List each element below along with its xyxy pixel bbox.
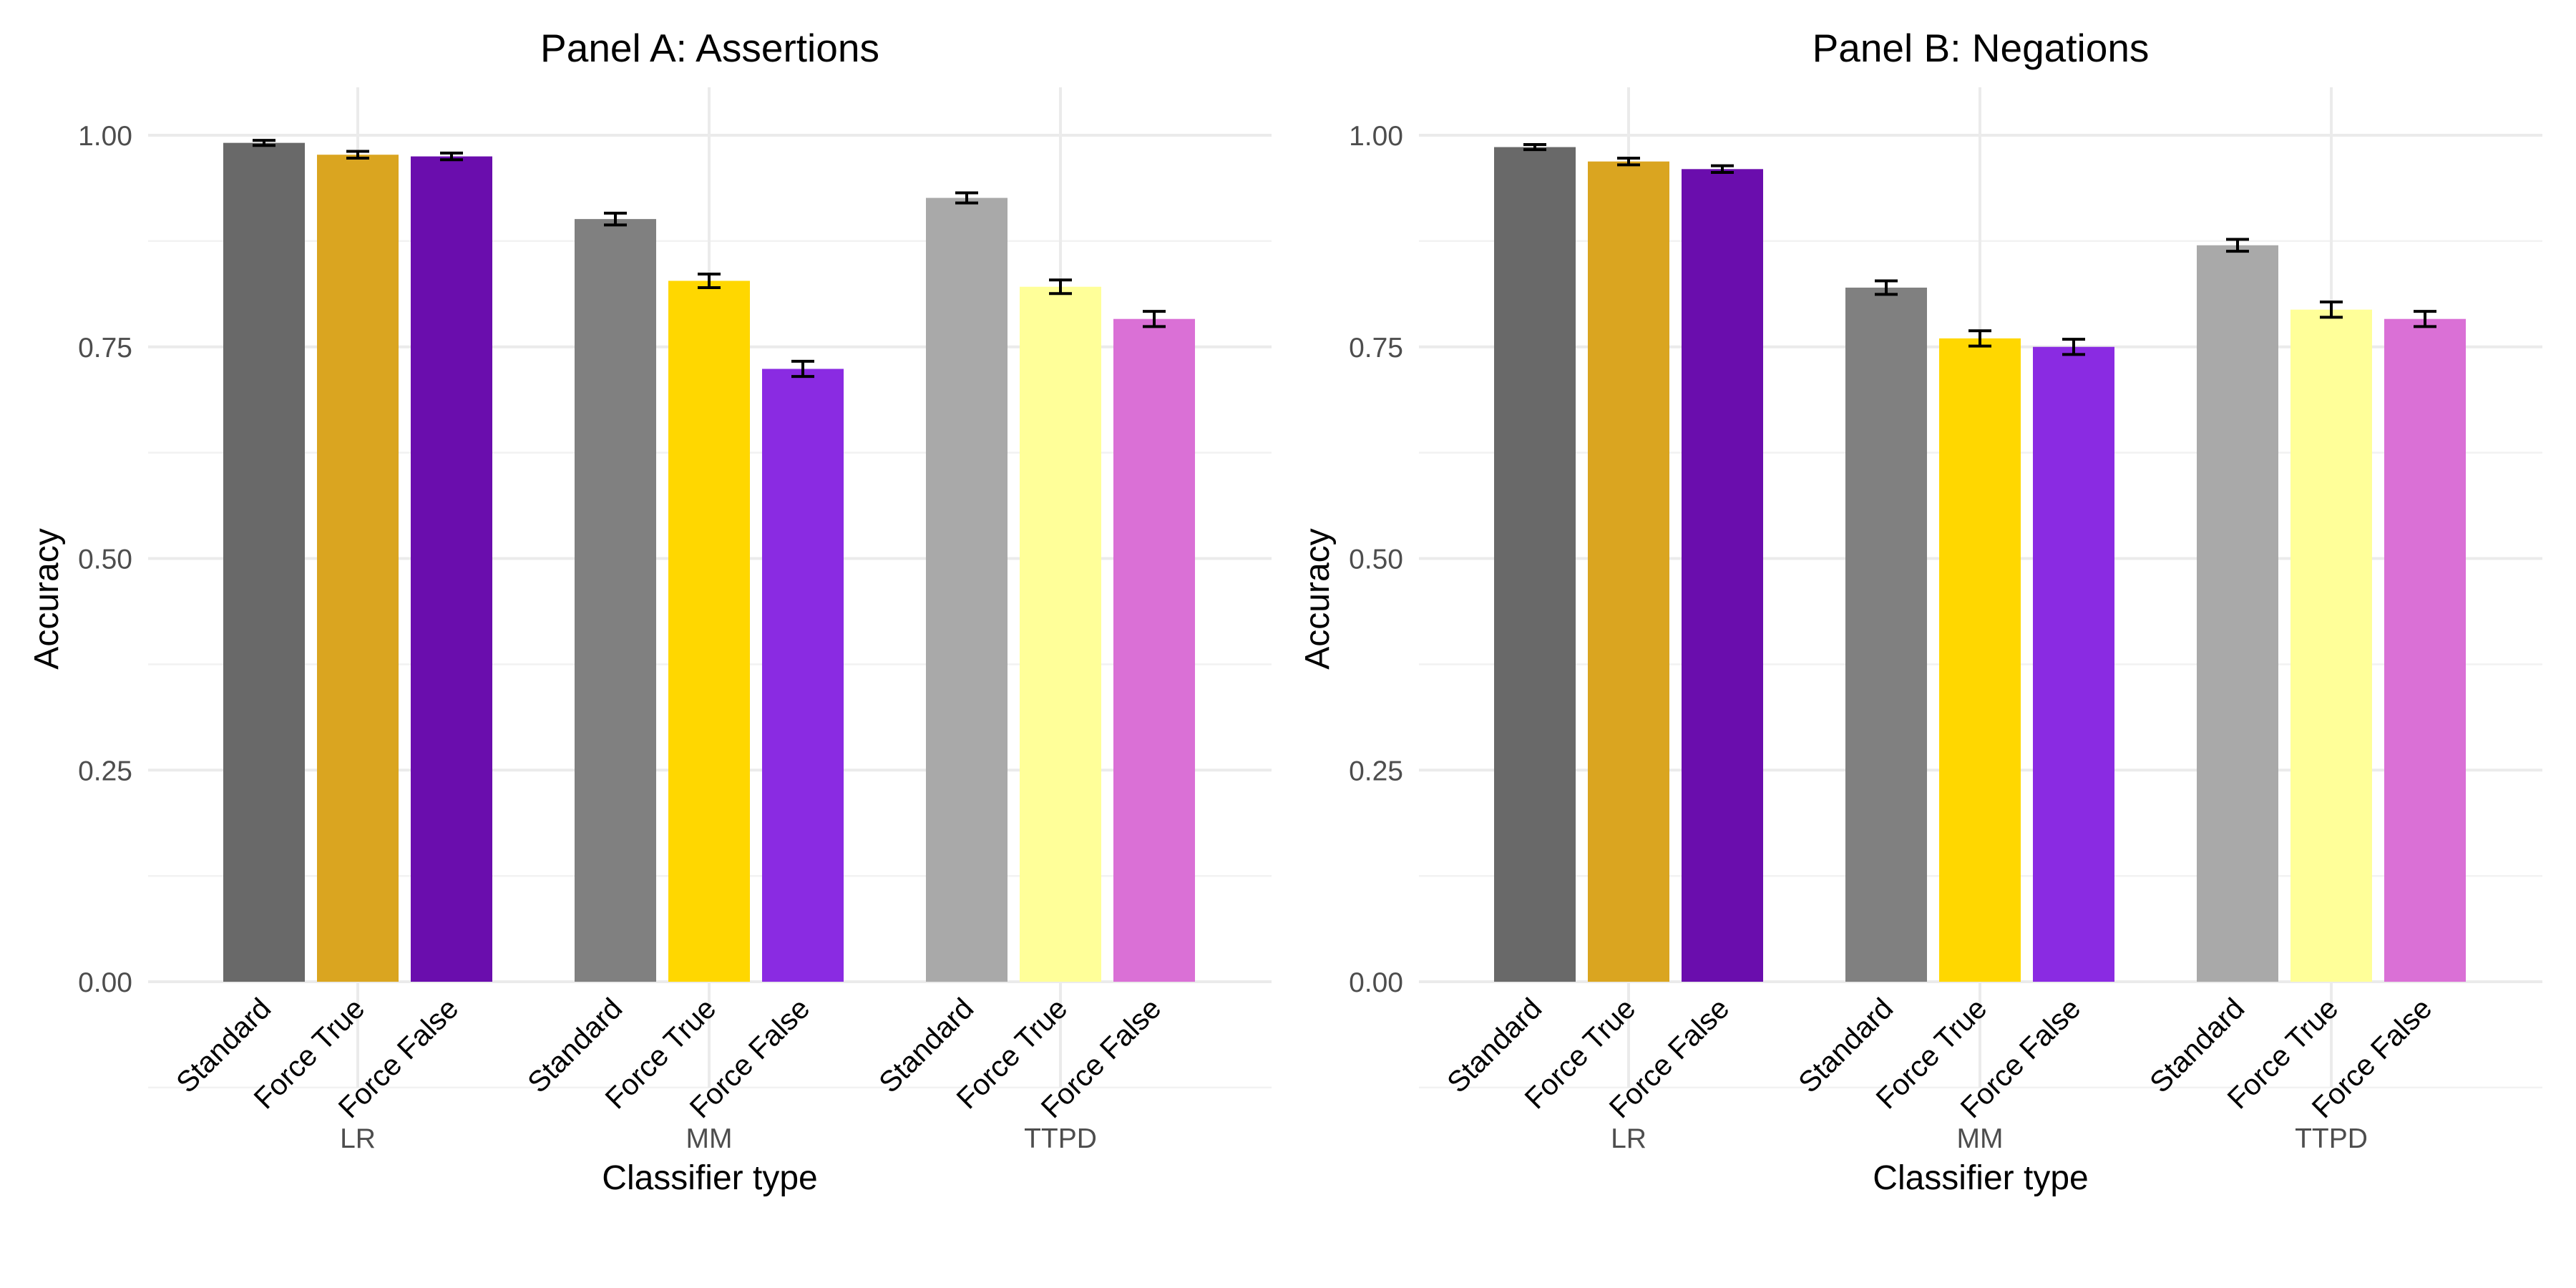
group-label: LR [1611, 1123, 1646, 1154]
bar [223, 142, 305, 982]
chart-title: Panel A: Assertions [540, 26, 879, 70]
group-label: TTPD [1024, 1123, 1097, 1154]
bar [411, 156, 492, 982]
bar [1845, 287, 1927, 982]
error-bar [698, 273, 721, 289]
error-bar [1968, 329, 1991, 348]
error-bar [1711, 164, 1734, 175]
error-bar [2226, 238, 2249, 253]
y-tick-label: 0.25 [1349, 756, 1403, 786]
bar [2384, 318, 2466, 982]
bar [575, 219, 656, 982]
error-bar [955, 191, 978, 205]
group-label: MM [1957, 1123, 2004, 1154]
bar [1494, 147, 1576, 982]
bar [762, 369, 844, 982]
y-tick-label: 0.75 [1349, 333, 1403, 364]
y-tick-label: 1.00 [78, 121, 132, 152]
bar [2033, 346, 2114, 982]
bar [668, 280, 750, 982]
bar [2290, 309, 2372, 982]
y-tick-label: 0.75 [78, 333, 132, 364]
y-tick-label: 0.00 [78, 967, 132, 998]
bar [317, 155, 399, 982]
y-axis-title: Accuracy [28, 528, 66, 669]
bar [1113, 318, 1195, 982]
error-bar [1049, 278, 1072, 296]
y-tick-label: 0.50 [78, 545, 132, 575]
bar [926, 197, 1008, 982]
error-bar [253, 139, 275, 147]
error-bar [1523, 143, 1546, 152]
error-bar [1875, 279, 1898, 296]
group-label: MM [686, 1123, 733, 1154]
group-label: LR [340, 1123, 376, 1154]
error-bar [346, 150, 369, 160]
y-tick-label: 0.25 [78, 756, 132, 786]
y-tick-label: 1.00 [1349, 121, 1403, 152]
error-bar [791, 359, 814, 379]
bar [2197, 245, 2278, 982]
x-axis-title: Classifier type [602, 1159, 817, 1197]
y-axis-title: Accuracy [1299, 528, 1337, 669]
error-bar [1617, 156, 1640, 167]
chart-title: Panel B: Negations [1813, 26, 2150, 70]
error-bar [604, 211, 627, 227]
bar [1682, 169, 1763, 982]
x-axis-title: Classifier type [1873, 1159, 2088, 1197]
error-bar [1143, 310, 1166, 328]
y-tick-label: 0.50 [1349, 545, 1403, 575]
error-bar [2320, 301, 2343, 319]
bar [1020, 286, 1101, 982]
error-bar [2414, 310, 2436, 328]
bar [1588, 161, 1669, 982]
bar [1939, 338, 2021, 982]
group-label: TTPD [2295, 1123, 2368, 1154]
y-tick-label: 0.00 [1349, 967, 1403, 998]
error-bar [440, 151, 463, 162]
error-bar [2062, 338, 2085, 356]
